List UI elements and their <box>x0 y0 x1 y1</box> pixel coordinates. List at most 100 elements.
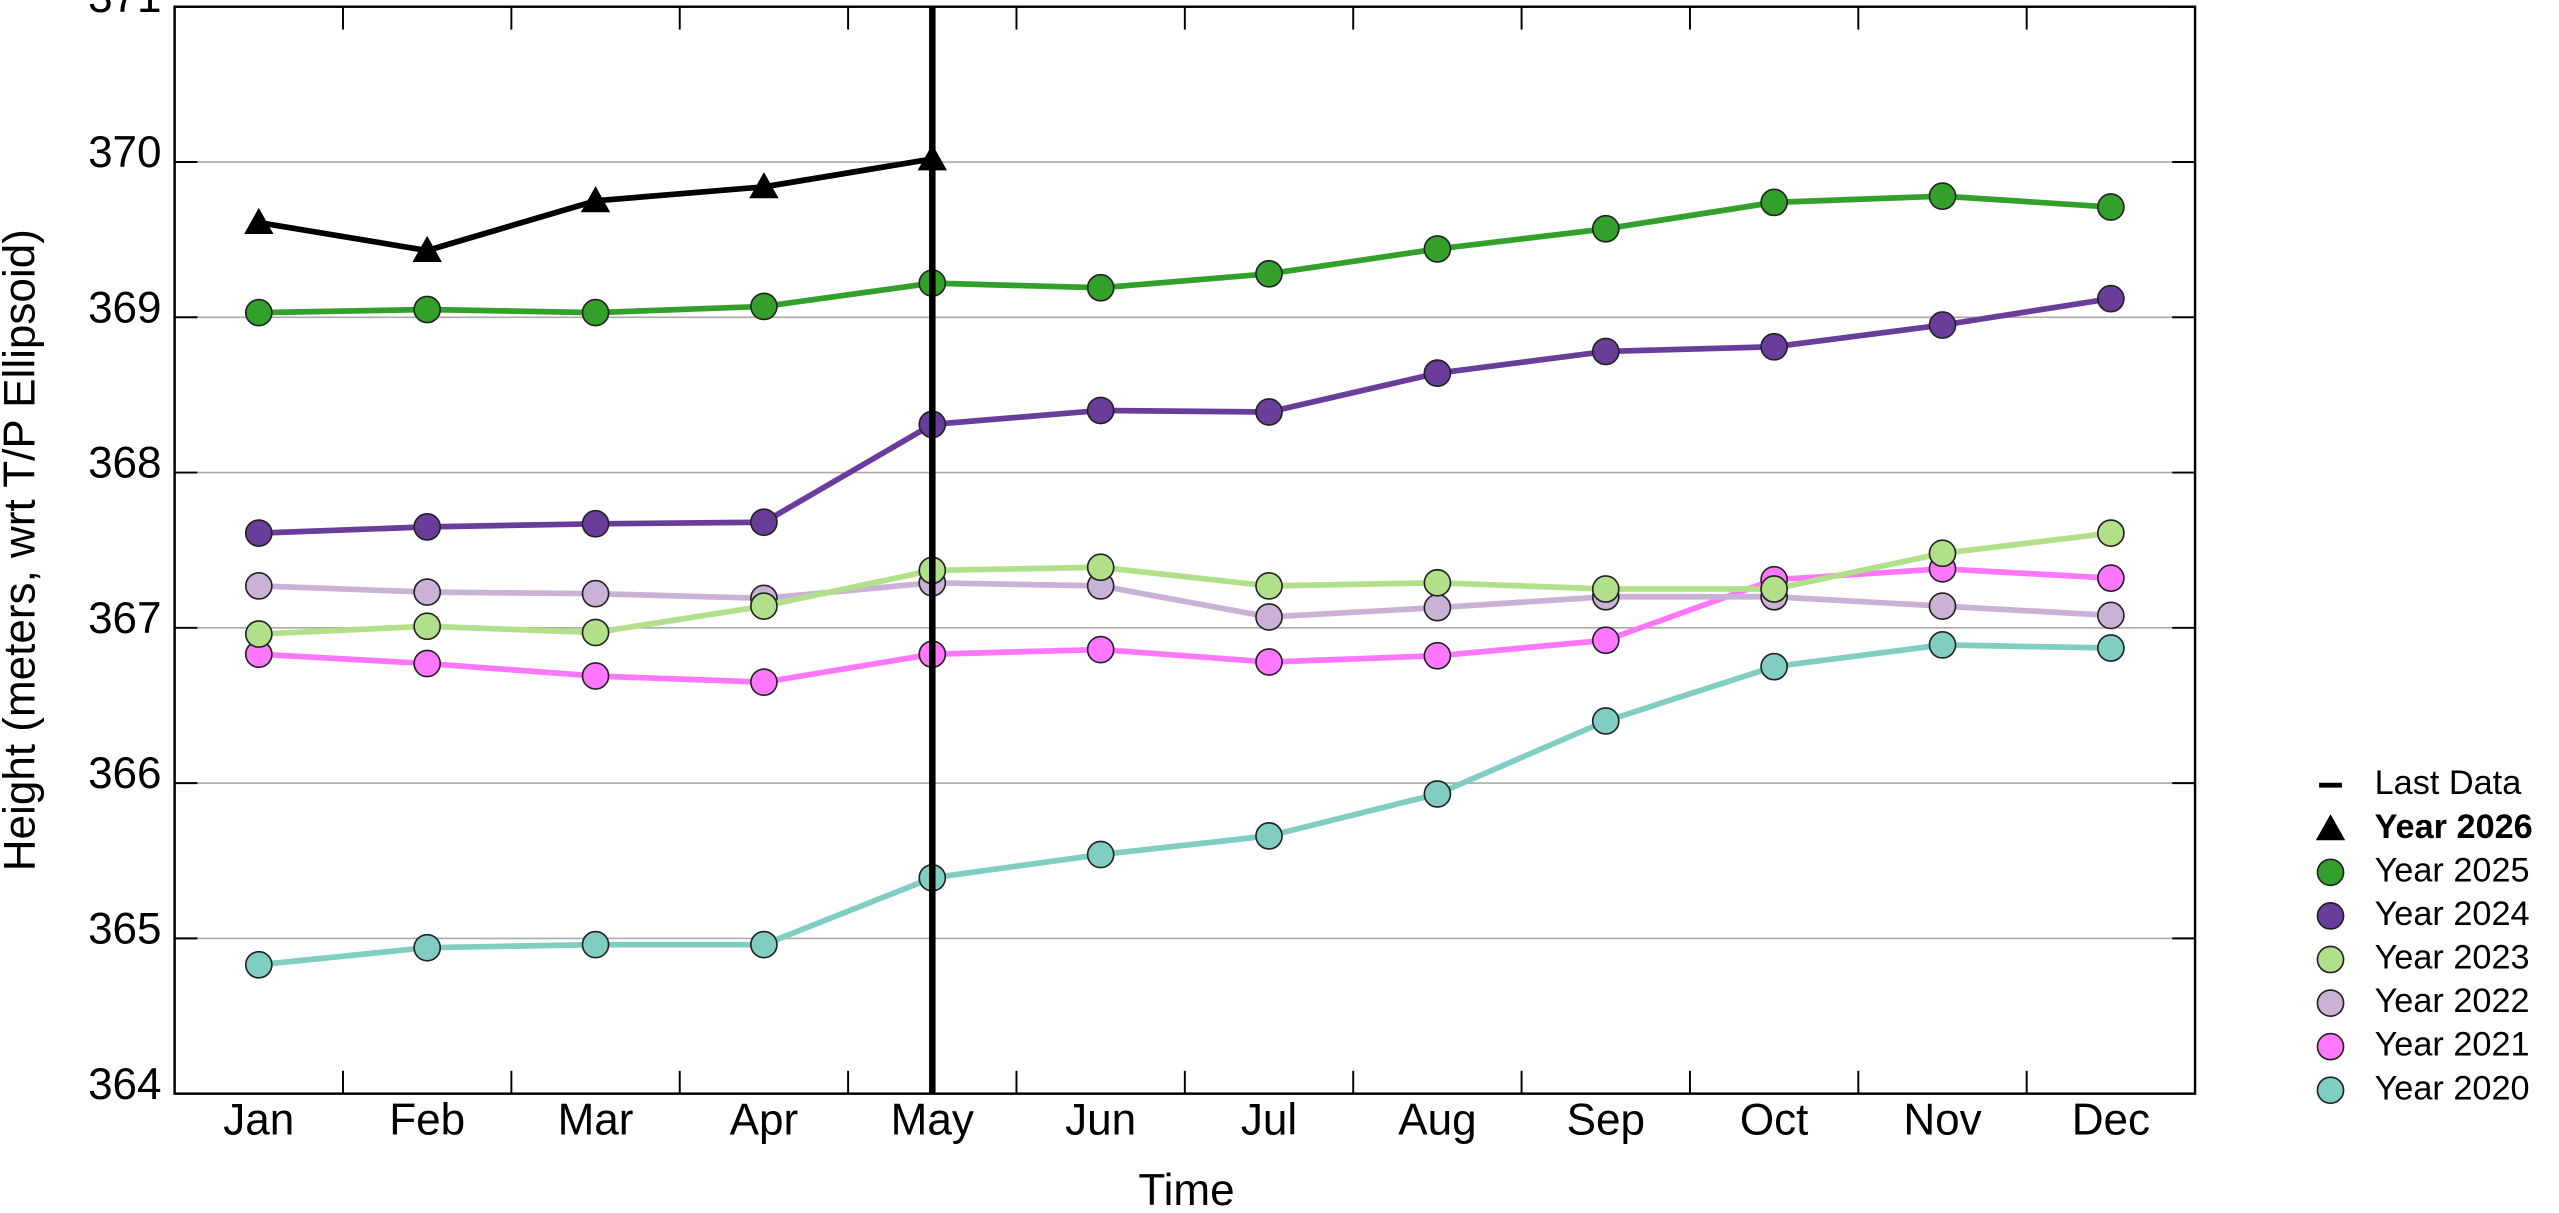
series-line <box>258 193 2112 316</box>
marker <box>1255 398 1283 426</box>
marker <box>750 668 778 697</box>
marker <box>2097 601 2125 630</box>
marker <box>413 578 442 606</box>
legend-label: Year 2026 <box>2375 808 2533 846</box>
marker <box>1591 214 1620 243</box>
legend-label: Year 2024 <box>2375 895 2530 933</box>
x-tick-label: Jan <box>223 1096 294 1145</box>
x-tick-label: Sep <box>1567 1096 1645 1145</box>
legend-label: Year 2022 <box>2375 982 2530 1020</box>
marker <box>750 592 778 620</box>
marker <box>2097 193 2125 221</box>
marker <box>413 612 442 641</box>
marker <box>2097 284 2125 313</box>
legend-swatch <box>2316 1032 2345 1061</box>
marker <box>1423 568 1452 597</box>
marker <box>581 930 610 959</box>
legend-label: Year 2020 <box>2375 1069 2530 1107</box>
marker <box>750 508 778 537</box>
marker <box>1423 359 1452 388</box>
legend-swatch <box>2316 858 2345 887</box>
y-tick-label: 369 <box>88 283 162 332</box>
marker <box>1423 235 1452 263</box>
marker <box>2097 564 2125 593</box>
y-tick-label: 367 <box>88 594 162 643</box>
legend-label: Year 2025 <box>2375 851 2530 889</box>
marker <box>1760 188 1789 217</box>
y-tick-label: 368 <box>88 439 162 488</box>
x-tick-label: Aug <box>1398 1096 1476 1145</box>
marker <box>413 649 442 678</box>
x-tick-label: Apr <box>730 1096 799 1145</box>
marker <box>2097 634 2125 662</box>
marker <box>1760 332 1789 361</box>
marker <box>581 509 610 538</box>
legend-swatch <box>2316 1076 2345 1105</box>
marker <box>244 519 273 547</box>
marker <box>581 298 610 327</box>
y-tick-label: 370 <box>88 128 162 177</box>
y-tick-label: 365 <box>88 904 162 953</box>
marker <box>1255 603 1283 631</box>
marker <box>581 662 610 690</box>
marker <box>1086 396 1115 425</box>
marker <box>1591 575 1620 603</box>
marker <box>1591 337 1620 366</box>
legend-swatch <box>2316 989 2345 1017</box>
marker <box>2097 519 2125 547</box>
x-tick-label: Mar <box>558 1096 634 1145</box>
x-tick-label: Dec <box>2072 1096 2150 1145</box>
marker <box>580 186 611 213</box>
marker <box>1086 840 1115 869</box>
legend-label: Year 2023 <box>2375 939 2530 977</box>
series-line <box>258 530 2112 637</box>
marker <box>1928 592 1957 620</box>
marker <box>1928 539 1957 568</box>
marker <box>413 933 442 962</box>
x-tick-label: Jul <box>1241 1096 1297 1145</box>
y-tick-label: 364 <box>88 1060 162 1109</box>
marker <box>581 579 610 608</box>
marker <box>1423 780 1452 808</box>
x-tick-label: Feb <box>389 1096 465 1145</box>
marker <box>1086 553 1115 582</box>
marker <box>1591 626 1620 655</box>
plot-frame <box>173 5 2197 1095</box>
series-line <box>258 565 2112 686</box>
legend-swatch <box>2315 814 2346 841</box>
marker <box>1255 572 1283 600</box>
marker <box>1760 575 1789 603</box>
marker <box>413 513 442 541</box>
series-line <box>258 295 2112 536</box>
marker <box>1255 259 1283 288</box>
x-tick-label: Oct <box>1740 1096 1809 1145</box>
legend-label: Last Data <box>2375 764 2523 802</box>
marker <box>244 207 274 234</box>
marker <box>581 618 610 647</box>
marker <box>1086 635 1115 664</box>
marker <box>1591 707 1620 735</box>
marker <box>1928 631 1957 659</box>
marker <box>1423 641 1452 670</box>
marker <box>244 620 273 648</box>
legend-swatch <box>2316 902 2345 930</box>
marker <box>1255 648 1283 676</box>
legend-label: Year 2021 <box>2375 1026 2530 1064</box>
x-tick-label: Nov <box>1903 1096 1981 1145</box>
series-line <box>258 579 2112 620</box>
marker <box>1928 311 1957 339</box>
y-tick-label: 371 <box>88 0 162 22</box>
y-axis-label: Height (meters, wrt T/P Ellipsoid) <box>0 229 44 871</box>
marker <box>413 295 442 324</box>
marker <box>244 298 273 327</box>
marker <box>750 292 778 321</box>
marker <box>1423 593 1452 622</box>
series-line <box>258 642 2111 968</box>
y-tick-label: 366 <box>88 749 162 798</box>
marker <box>1928 182 1957 211</box>
marker <box>1086 273 1115 302</box>
x-tick-label: Jun <box>1065 1096 1136 1145</box>
marker <box>1255 822 1283 850</box>
legend-swatch <box>2316 945 2345 974</box>
